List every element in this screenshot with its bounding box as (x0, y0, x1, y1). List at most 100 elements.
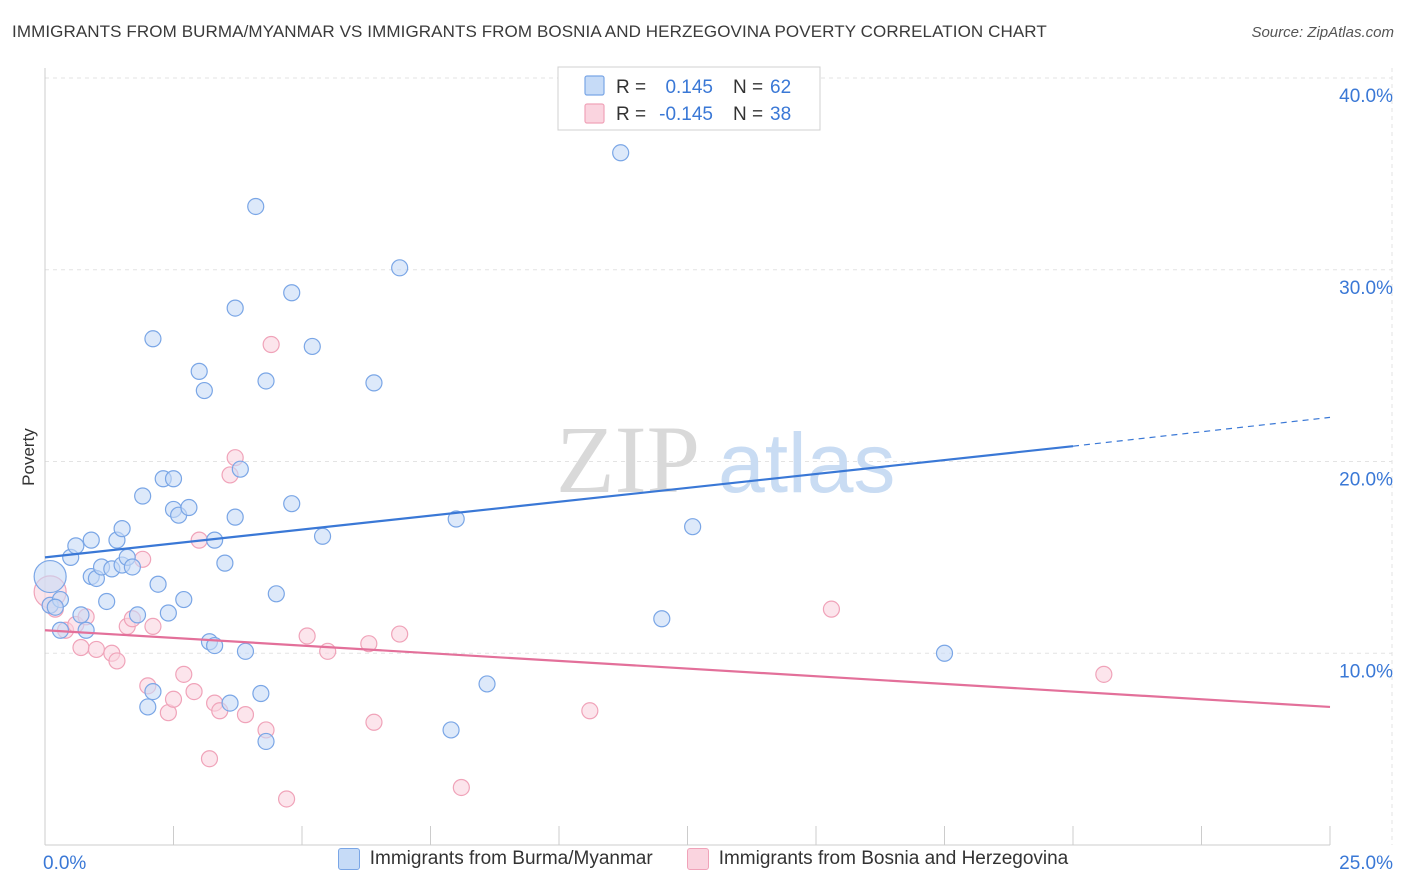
bosnia-point (185, 682, 203, 701)
bosnia-point (277, 790, 296, 808)
stats-r-label-2: R = (616, 104, 646, 125)
burma-point (267, 585, 285, 603)
burma-point (612, 144, 630, 162)
bosnia-point (360, 635, 378, 653)
burma-point (653, 610, 671, 628)
stats-n-label-2: N = (733, 104, 763, 125)
stats-swatch-pink (584, 103, 605, 124)
bosnia-point (108, 652, 126, 670)
bosnia-point (72, 638, 90, 657)
watermark-atlas: atlas (718, 416, 895, 510)
legend-swatch-bosnia (686, 848, 709, 870)
axes (44, 68, 1331, 846)
burma-point (33, 559, 67, 594)
bosnia-point (1095, 665, 1113, 683)
grid-lines (45, 68, 1393, 845)
burma-point (144, 330, 162, 348)
stats-legend: R = 0.145 N = 62 R = -0.145 N = 38 (557, 66, 821, 131)
burma-point (98, 592, 116, 611)
burma-point (391, 259, 409, 277)
burma-point (144, 682, 162, 701)
bosnia-point (164, 690, 183, 708)
burma-point (123, 558, 141, 576)
stats-r-label-1: R = (616, 77, 646, 98)
trend-line-burma-extension (1072, 416, 1331, 447)
burma-point (221, 694, 239, 712)
stats-n-value-2: 38 (770, 104, 791, 125)
burma-point (139, 698, 157, 716)
y-tick-label: 30.0% (1339, 278, 1393, 299)
bosnia-point (200, 750, 219, 768)
x-tick-label-min: 0.0% (43, 853, 86, 874)
x-tick-label-max: 25.0% (1339, 853, 1393, 874)
burma-point (447, 510, 465, 528)
burma-point (478, 675, 496, 693)
trend-line-bosnia (44, 629, 1331, 709)
burma-point (195, 381, 213, 400)
bosnia-point (822, 600, 841, 618)
burma-point (226, 508, 244, 526)
trend-line-burma (44, 445, 1074, 559)
burma-point (257, 372, 275, 390)
burma-point (283, 284, 301, 302)
burma-point (77, 621, 95, 639)
burma-point (313, 527, 332, 545)
series-burma-points (33, 144, 954, 751)
burma-point (72, 606, 90, 624)
bosnia-point (452, 778, 470, 797)
tick-labels: 10.0% 20.0% 30.0% 40.0% 0.0% 25.0% (43, 86, 1393, 874)
burma-point (365, 374, 383, 392)
burma-point (175, 590, 193, 609)
burma-point (190, 362, 208, 380)
burma-point (252, 684, 270, 703)
burma-point (247, 197, 265, 216)
burma-point (684, 518, 702, 536)
bosnia-point (581, 702, 599, 720)
bosnia-point (391, 625, 409, 643)
chart-source: Source: ZipAtlas.com (1251, 24, 1394, 41)
burma-point (236, 642, 255, 660)
burma-point (226, 299, 244, 317)
burma-point (134, 487, 152, 505)
series-bosnia-points (33, 335, 1113, 808)
burma-point (180, 498, 198, 517)
bosnia-point (298, 627, 316, 645)
burma-point (82, 531, 100, 549)
burma-point (935, 644, 954, 662)
legend-entry-bosnia[interactable]: Immigrants from Bosnia and Herzegovina (686, 848, 1069, 870)
bosnia-point (365, 713, 383, 731)
stats-swatch-blue (584, 75, 605, 96)
stats-r-value-2: -0.145 (659, 104, 713, 125)
y-axis-label: Poverty (19, 428, 38, 486)
burma-point (442, 721, 460, 739)
burma-point (113, 520, 131, 538)
bosnia-point (262, 335, 280, 354)
legend-label-bosnia: Immigrants from Bosnia and Herzegovina (718, 848, 1069, 869)
burma-point (231, 460, 249, 478)
stats-n-value-1: 62 (770, 77, 791, 98)
bosnia-point (175, 665, 193, 683)
burma-point (149, 575, 167, 593)
burma-point (159, 604, 177, 622)
legend-swatch-burma (337, 848, 360, 870)
stats-r-value-1: 0.145 (665, 77, 713, 98)
y-tick-label: 20.0% (1339, 470, 1393, 491)
bosnia-point (236, 706, 255, 724)
legend-entry-burma[interactable]: Immigrants from Burma/Myanmar (337, 848, 653, 870)
y-tick-label: 10.0% (1339, 661, 1393, 682)
trend-lines (44, 416, 1331, 709)
burma-point (164, 470, 183, 488)
burma-point (46, 598, 64, 616)
burma-point (257, 732, 275, 751)
bosnia-point (87, 640, 106, 659)
stats-n-label-1: N = (733, 77, 763, 98)
burma-point (128, 606, 147, 624)
burma-point (283, 495, 301, 513)
legend: Immigrants from Burma/Myanmar Immigrants… (0, 848, 1406, 870)
burma-point (216, 554, 234, 572)
y-tick-label: 40.0% (1339, 86, 1393, 107)
burma-point (67, 537, 85, 555)
chart-title: IMMIGRANTS FROM BURMA/MYANMAR VS IMMIGRA… (12, 22, 1047, 41)
burma-point (303, 337, 321, 356)
